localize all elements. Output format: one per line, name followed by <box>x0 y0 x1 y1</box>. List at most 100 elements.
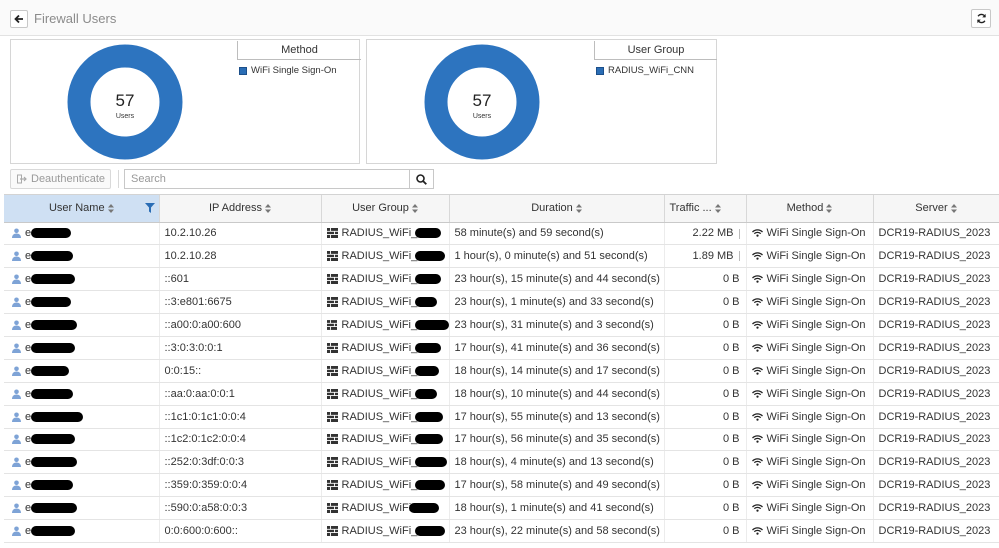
user-group-text: RADIUS_WiFi_ <box>341 273 418 286</box>
search-icon <box>416 173 427 185</box>
column-header-label: Method <box>786 202 824 215</box>
wifi-icon <box>751 389 763 398</box>
cell-method: WiFi Single Sign-On <box>746 267 874 292</box>
cell-user-group: RADIUS_WiFi_ <box>321 313 450 337</box>
user-group-icon <box>326 434 338 445</box>
cell-user-name: e <box>4 450 160 475</box>
table-row[interactable]: e::3:0:3:0:0:1 RADIUS_WiFi_ 17 hour(s), 41… <box>4 336 999 360</box>
cell-server: DCR19-RADIUS_2023 <box>873 267 999 292</box>
user-name-text: e <box>25 456 32 469</box>
wifi-icon <box>751 344 763 352</box>
user-group-icon <box>326 342 338 353</box>
back-button[interactable] <box>10 10 28 28</box>
table-row[interactable]: e::a00:0:a00:600 RADIUS_WiFi_ 23 hour(s), … <box>4 313 999 337</box>
user-group-icon <box>326 457 338 468</box>
table-row[interactable]: e::1c2:0:1c2:0:0:4 RADIUS_WiFi_ 17 hour(s)… <box>4 428 999 452</box>
user-group-text: RADIUS_WiFi_ <box>341 456 418 469</box>
traffic-text: 0 B <box>722 502 740 515</box>
cell-method: WiFi Single Sign-On <box>746 519 874 543</box>
cell-user-name: e <box>4 496 160 521</box>
cell-server: DCR19-RADIUS_2023 <box>873 244 999 269</box>
user-name-text: e <box>25 227 32 240</box>
user-group-icon <box>326 388 338 399</box>
table-row[interactable]: e 10.2.10.28 RADIUS_WiFi_ 1 hour(s), 0 minu… <box>4 244 999 269</box>
cell-duration: 17 hour(s), 41 minute(s) and 36 second(s… <box>449 336 665 360</box>
refresh-button[interactable] <box>971 9 991 28</box>
method-donut-chart[interactable]: 57 Users <box>66 43 184 161</box>
method-text: WiFi Single Sign-On <box>766 479 866 492</box>
table-row[interactable]: e::601 RADIUS_WiFi_ 23 hour(s), 15 minute(… <box>4 267 999 292</box>
cell-server: DCR19-RADIUS_2023 <box>873 222 999 246</box>
cell-user-name: e <box>4 428 160 452</box>
sort-icon <box>265 203 271 213</box>
column-header-duration[interactable]: Duration <box>449 195 665 223</box>
redaction-mark <box>415 411 444 422</box>
user-group-text: RADIUS_WiFi_ <box>341 227 418 240</box>
redaction-mark <box>409 503 440 514</box>
filter-icon[interactable] <box>144 203 155 213</box>
cell-traffic: 0 B <box>664 428 747 452</box>
cell-duration: 58 minute(s) and 59 second(s) <box>449 222 665 246</box>
deauthenticate-button[interactable]: Deauthenticate <box>10 169 111 189</box>
wifi-icon <box>751 252 763 261</box>
legend-item[interactable]: WiFi Single Sign-On <box>237 65 361 76</box>
table-row[interactable]: e 10.2.10.26 RADIUS_WiFi_ 58 minute(s) and … <box>4 222 999 246</box>
table-row[interactable]: e::aa:0:aa:0:0:1 RADIUS_WiFi_ 18 hour(s), … <box>4 382 999 406</box>
column-header-ip-address[interactable]: IP Address <box>159 195 322 223</box>
cell-user-name: e <box>4 359 160 383</box>
user-group-legend: User Group RADIUS_WiFi_CNN <box>594 41 717 76</box>
table-row[interactable]: e 0:0:15:: RADIUS_WiFi_ 18 hour(s), 14 minu… <box>4 359 999 383</box>
cell-ip-address: ::590:0:a58:0:0:3 <box>159 496 322 521</box>
cell-method: WiFi Single Sign-On <box>746 359 874 383</box>
user-icon <box>12 389 21 399</box>
cell-user-name: e <box>4 382 160 406</box>
user-group-donut-chart[interactable]: 57 Users <box>423 43 541 161</box>
wifi-icon <box>751 275 763 283</box>
legend-item[interactable]: RADIUS_WiFi_CNN <box>594 65 717 76</box>
column-header-method[interactable]: Method <box>746 195 874 223</box>
cell-server: DCR19-RADIUS_2023 <box>873 405 999 429</box>
column-header-traffic[interactable]: Traffic ... <box>664 195 747 223</box>
method-text: WiFi Single Sign-On <box>766 456 866 469</box>
user-group-text: RADIUS_WiFi_ <box>341 387 418 400</box>
redaction-mark <box>31 274 76 285</box>
table-row[interactable]: e::3:e801:6675 RADIUS_WiFi_ 23 hour(s), 1 … <box>4 290 999 315</box>
table-row[interactable]: e::590:0:a58:0:0:3 RADIUS_WiFi 18 hour(s),… <box>4 496 999 521</box>
user-group-icon <box>326 480 338 491</box>
cell-method: WiFi Single Sign-On <box>746 473 874 498</box>
cell-server: DCR19-RADIUS_2023 <box>873 473 999 498</box>
search-input[interactable] <box>124 169 410 189</box>
user-name-text: e <box>25 502 32 515</box>
traffic-text: 0 B <box>722 296 740 309</box>
method-text: WiFi Single Sign-On <box>766 502 866 515</box>
cell-duration: 18 hour(s), 10 minute(s) and 44 second(s… <box>449 382 665 406</box>
sort-icon <box>107 203 114 213</box>
table-row[interactable]: e 0:0:600:0:600:: RADIUS_WiFi_ 23 hour(s), … <box>4 519 999 543</box>
cell-method: WiFi Single Sign-On <box>746 336 874 360</box>
redaction-mark <box>415 388 438 399</box>
traffic-text: 2.22 MB <box>692 227 734 240</box>
user-group-text: RADIUS_WiFi_ <box>341 296 418 309</box>
column-header-label: User Group <box>352 202 409 215</box>
cell-ip-address: ::359:0:359:0:0:4 <box>159 473 322 498</box>
column-header-user-name[interactable]: User Name <box>4 195 160 223</box>
search-button[interactable] <box>409 169 434 189</box>
table-row[interactable]: e::359:0:359:0:0:4 RADIUS_WiFi_ 17 hour(s)… <box>4 473 999 498</box>
redaction-mark <box>415 297 438 308</box>
column-header-server[interactable]: Server <box>873 195 999 223</box>
redaction-mark <box>31 388 74 399</box>
redaction-mark <box>31 434 76 445</box>
user-icon <box>12 526 21 537</box>
redaction-mark <box>415 365 440 376</box>
cell-method: WiFi Single Sign-On <box>746 450 874 475</box>
cell-server: DCR19-RADIUS_2023 <box>873 290 999 315</box>
cell-method: WiFi Single Sign-On <box>746 313 874 337</box>
cell-traffic: 0 B <box>664 290 747 315</box>
column-header-user-group[interactable]: User Group <box>321 195 450 223</box>
sort-icon <box>826 203 833 213</box>
user-group-icon <box>326 251 338 262</box>
table-row[interactable]: e::1c1:0:1c1:0:0:4 RADIUS_WiFi_ 17 hour(s)… <box>4 405 999 429</box>
table-row[interactable]: e::252:0:3df:0:0:3 RADIUS_WiFi_ 18 hour(s)… <box>4 450 999 475</box>
cell-user-name: e <box>4 244 160 269</box>
traffic-text: 0 B <box>722 341 740 354</box>
